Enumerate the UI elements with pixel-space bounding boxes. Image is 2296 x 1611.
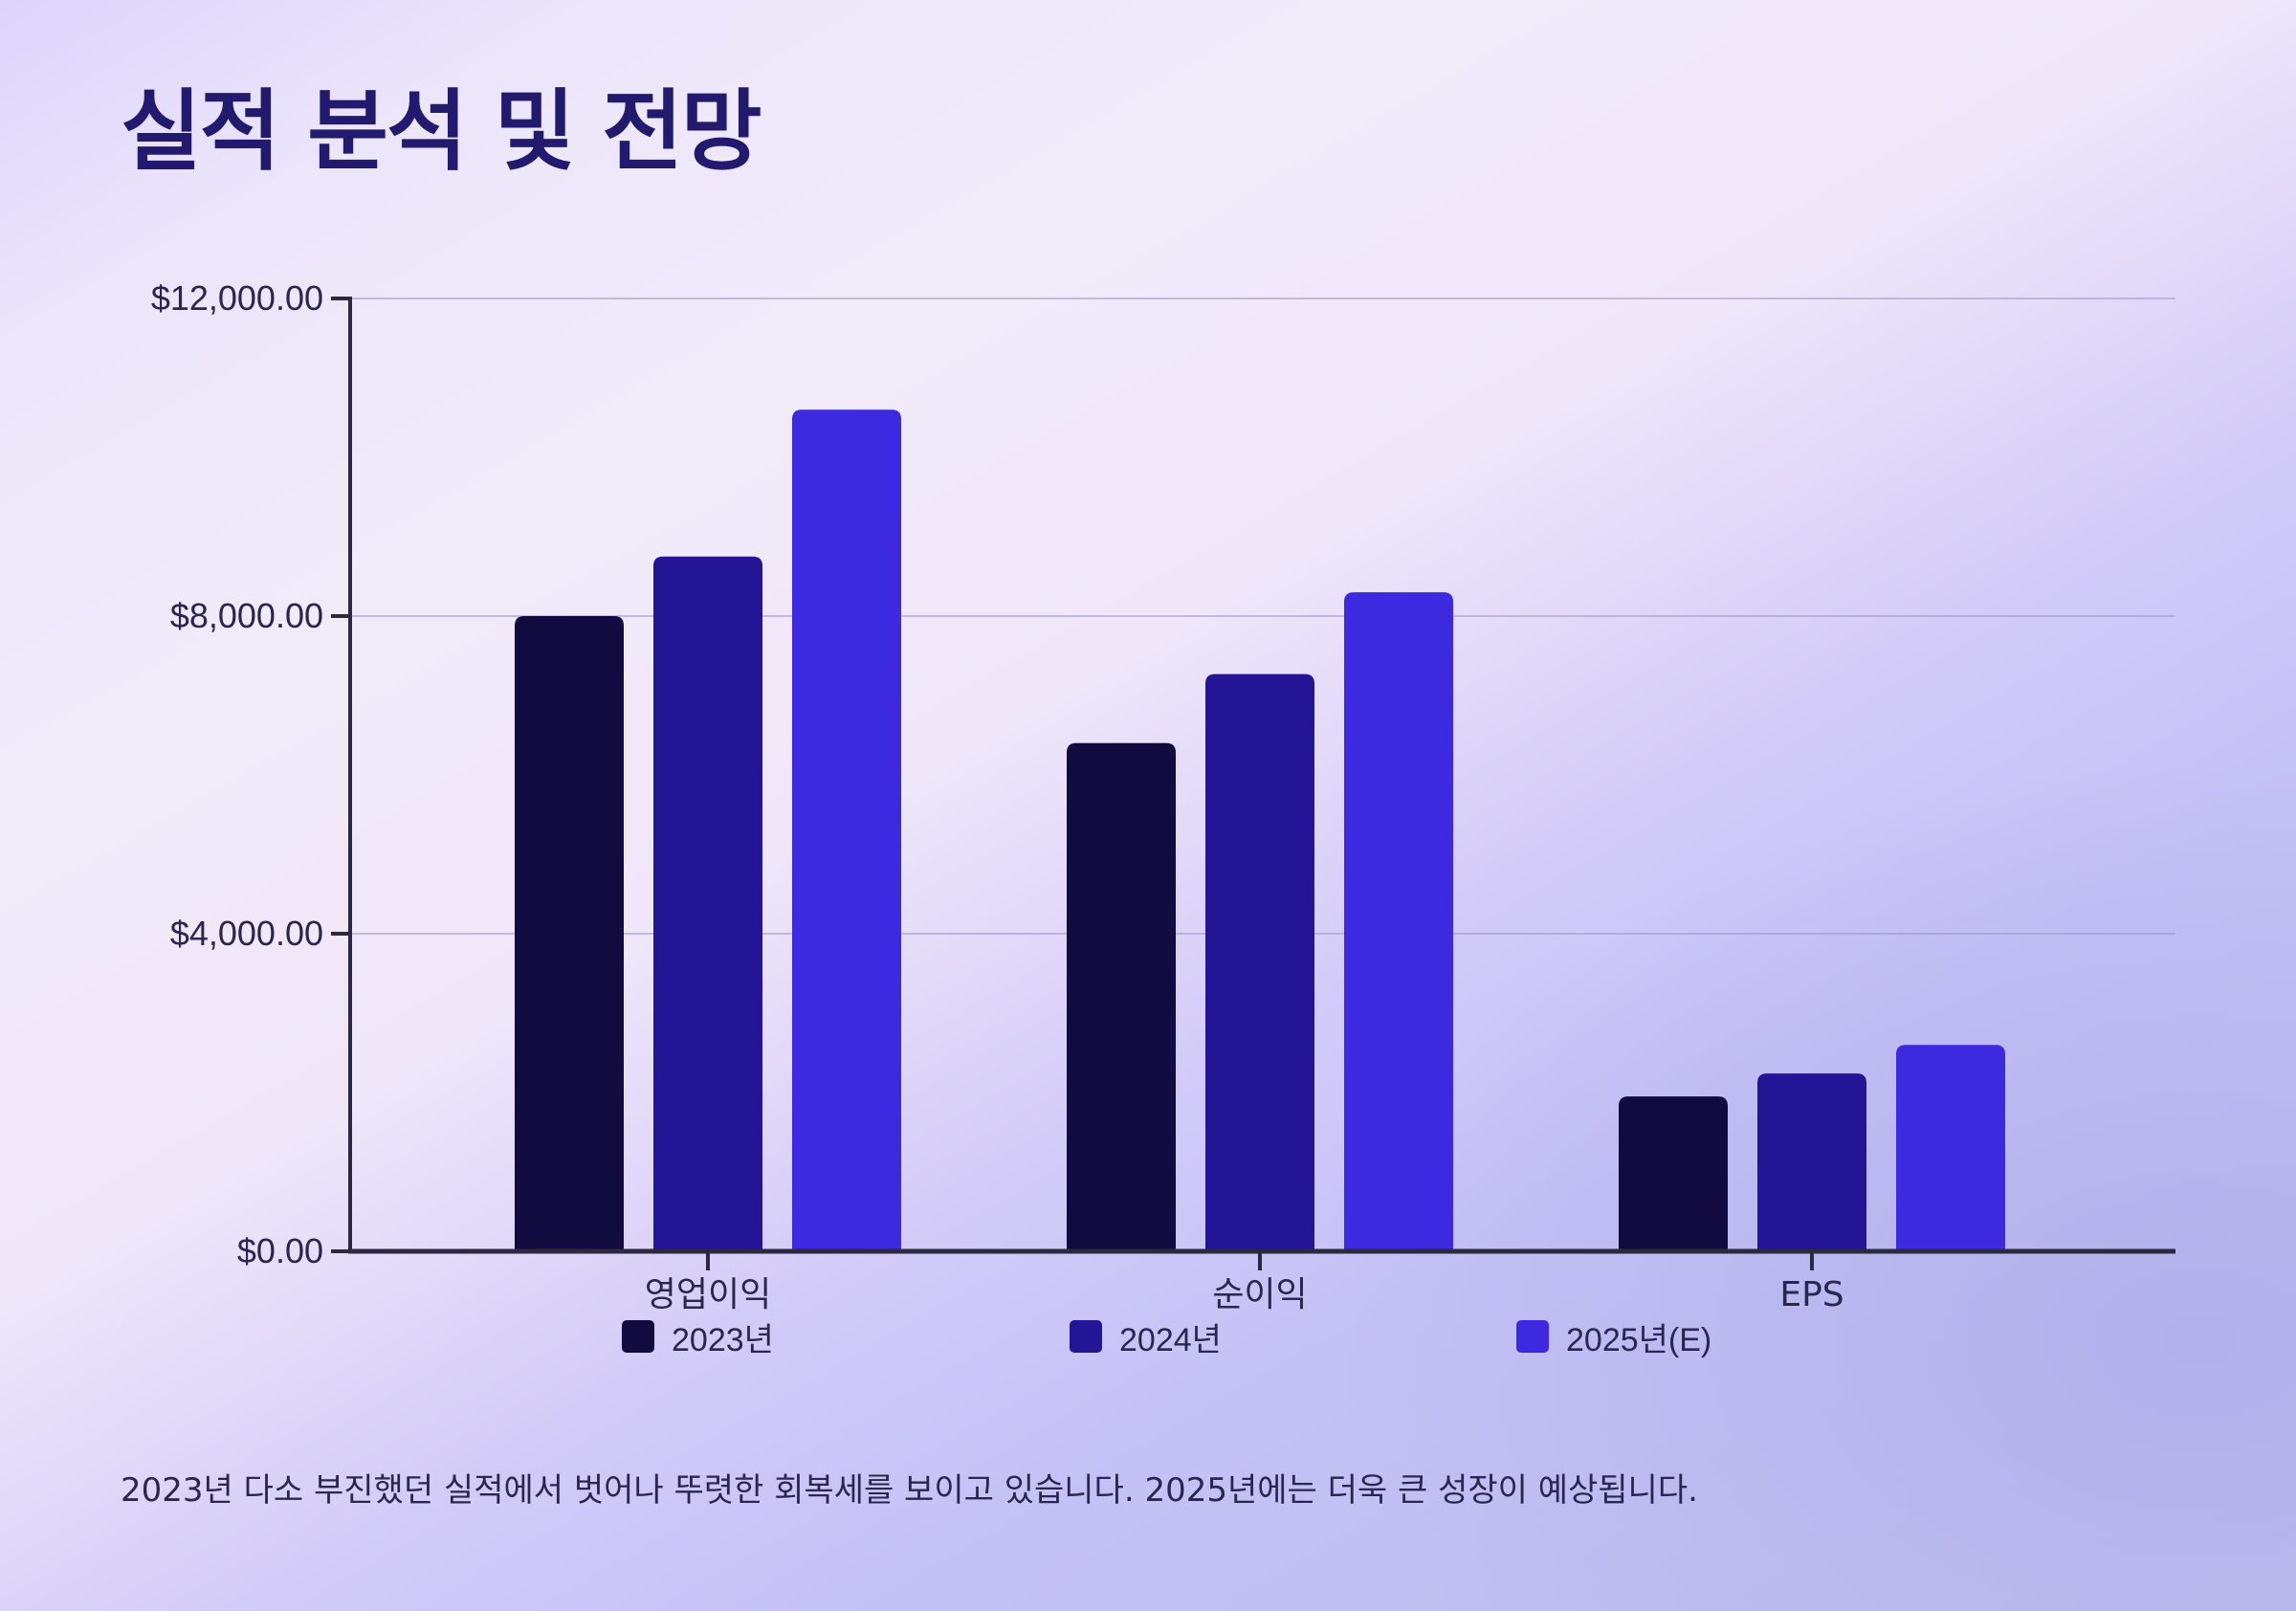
bar-2025e-1 [1344, 592, 1453, 1251]
bar-2024-0 [653, 556, 762, 1251]
legend-label-2025e: 2025년(E) [1566, 1321, 1712, 1358]
bar-2023-2 [1619, 1096, 1728, 1251]
page-title: 실적 분석 및 전망 [121, 80, 762, 183]
bar-2023-0 [515, 616, 624, 1251]
legend-label-2024: 2024년 [1119, 1321, 1222, 1358]
legend-swatch-2023 [622, 1320, 654, 1353]
chart-legend: 2023년 2024년 2025년(E) [0, 1313, 2296, 1360]
bar-2025e-0 [792, 409, 901, 1251]
y-tick-label: $4,000.00 [170, 914, 323, 953]
bar-2023-1 [1067, 742, 1176, 1251]
x-tick-label: EPS [1779, 1275, 1843, 1314]
legend-item-2024: 2024년 [1070, 1313, 1222, 1360]
y-tick-label: $8,000.00 [170, 596, 323, 635]
x-tick-label: 영업이익 [645, 1275, 771, 1314]
bar-2025e-2 [1896, 1045, 2005, 1251]
y-tick-label: $0.00 [237, 1231, 323, 1270]
legend-label-2023: 2023년 [672, 1321, 774, 1358]
bar-2024-2 [1757, 1073, 1866, 1251]
legend-item-2025e: 2025년(E) [1516, 1313, 1711, 1360]
x-tick-label: 순이익 [1212, 1275, 1307, 1314]
y-tick-label: $12,000.00 [151, 278, 323, 318]
legend-swatch-2024 [1070, 1320, 1102, 1353]
legend-item-2023: 2023년 [622, 1313, 774, 1360]
legend-swatch-2025e [1516, 1320, 1549, 1353]
bar-2024-1 [1205, 673, 1314, 1251]
chart-footnote: 2023년 다소 부진했던 실적에서 벗어나 뚜렷한 회복세를 보이고 있습니다… [121, 1471, 1698, 1510]
